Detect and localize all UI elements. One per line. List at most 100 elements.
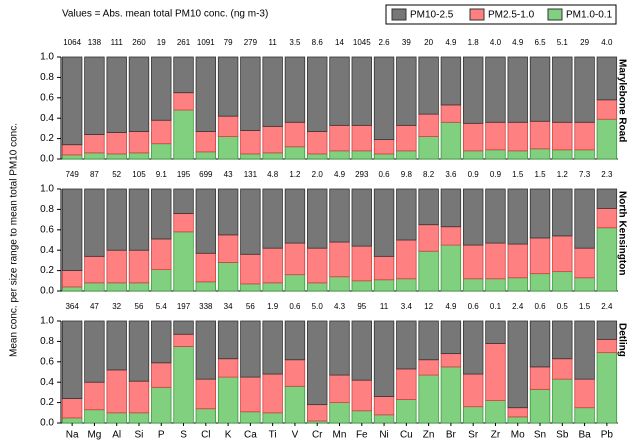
bar-segment (106, 320, 127, 371)
bar-segment (462, 320, 484, 375)
bar-segment (217, 234, 239, 263)
bar-annotation: 32 (112, 302, 121, 311)
bar-annotation: 5.1 (557, 38, 569, 47)
bar-annotation: 20 (424, 38, 433, 47)
bar-segment (240, 153, 261, 160)
bar-segment (151, 386, 172, 424)
bar-segment (128, 412, 150, 424)
y-tick-label: 0.2 (40, 265, 54, 276)
bar-segment (485, 320, 506, 344)
bar-segment (307, 404, 328, 422)
bar-segment (262, 56, 283, 127)
bar-segment (396, 56, 417, 126)
bar-segment (329, 56, 350, 126)
y-tick-label: 1.0 (40, 52, 54, 63)
bar-segment (61, 188, 83, 271)
bar-segment (485, 343, 506, 401)
bar-segment (396, 399, 417, 424)
bar-segment (529, 366, 551, 390)
bar-segment (529, 388, 551, 424)
bar-annotation: 195 (177, 170, 191, 179)
bar-segment (552, 320, 573, 360)
bar-segment (396, 320, 417, 370)
bar-segment (440, 121, 462, 160)
bar-segment (529, 148, 551, 160)
bar-annotation: 2.6 (378, 38, 390, 47)
bar-segment (440, 353, 462, 368)
bar-annotation: 4.9 (445, 302, 457, 311)
bar-segment (128, 320, 150, 382)
bar-segment (195, 131, 217, 153)
bar-annotation: 5.4 (156, 302, 168, 311)
bar-annotation: 4.0 (601, 38, 613, 47)
bar-segment (574, 407, 595, 424)
bar-segment (529, 188, 551, 239)
bar-segment (485, 121, 506, 151)
bar-segment (373, 279, 395, 292)
legend-label: PM2.5-1.0 (488, 10, 535, 21)
bar-segment (418, 359, 439, 376)
bar-annotation: 1.5 (534, 170, 546, 179)
legend-swatch (469, 8, 485, 21)
bar-segment (574, 56, 595, 123)
bar-annotation: 4.0 (490, 38, 502, 47)
bar-annotation: 260 (132, 38, 146, 47)
bar-segment (440, 366, 462, 424)
bar-annotation: 4.8 (267, 170, 279, 179)
bar-segment (396, 188, 417, 241)
bar-segment (552, 235, 573, 273)
bar-segment (240, 283, 261, 292)
bar-annotation: 4.3 (334, 302, 346, 311)
bar-segment (462, 406, 484, 424)
x-tick-label: Zn (423, 430, 435, 441)
bar-segment (262, 125, 283, 154)
bar-segment (307, 320, 328, 406)
bar-segment (106, 153, 127, 160)
x-tick-label: Pb (601, 430, 614, 441)
bar-segment (329, 188, 350, 243)
bar-segment (396, 124, 417, 152)
chart-title: Values = Abs. mean total PM10 conc. (ng … (62, 9, 268, 20)
bar-segment (507, 56, 528, 123)
bar-segment (307, 247, 328, 284)
bar-segment (507, 188, 528, 245)
bar-annotation: 5.0 (312, 302, 324, 311)
bar-segment (217, 115, 239, 137)
y-tick-label: 0.8 (40, 336, 54, 347)
bar-segment (329, 241, 350, 278)
bar-segment (240, 253, 261, 285)
bar-segment (373, 139, 395, 155)
bar-segment (440, 56, 462, 106)
bar-segment (84, 134, 105, 154)
bar-segment (351, 410, 372, 424)
bar-segment (307, 188, 328, 249)
bar-annotation: 1.8 (468, 38, 480, 47)
bar-annotation: 8.2 (423, 170, 435, 179)
bar-segment (418, 224, 439, 252)
bar-segment (373, 396, 395, 416)
bar-annotation: 138 (88, 38, 102, 47)
bar-segment (440, 244, 462, 292)
x-tick-label: Si (135, 430, 144, 441)
bar-segment (552, 121, 573, 151)
bar-segment (373, 255, 395, 281)
x-tick-label: K (225, 430, 232, 441)
y-tick-label: 0.0 (40, 154, 54, 165)
bar-segment (61, 154, 83, 160)
bar-segment (173, 56, 194, 94)
bar-segment (106, 412, 127, 424)
bar-segment (485, 278, 506, 292)
bar-segment (151, 119, 172, 145)
bar-segment (84, 188, 105, 257)
bar-annotation: 0.5 (557, 302, 569, 311)
bar-annotation: 0.9 (468, 170, 480, 179)
x-tick-label: Br (446, 430, 457, 441)
bar-segment (552, 188, 573, 237)
bar-segment (173, 333, 194, 347)
y-tick-label: 0.4 (40, 377, 54, 388)
bar-segment (106, 56, 127, 133)
bar-segment (217, 358, 239, 378)
bar-segment (596, 207, 618, 229)
bar-segment (596, 118, 618, 160)
bar-segment (485, 149, 506, 160)
